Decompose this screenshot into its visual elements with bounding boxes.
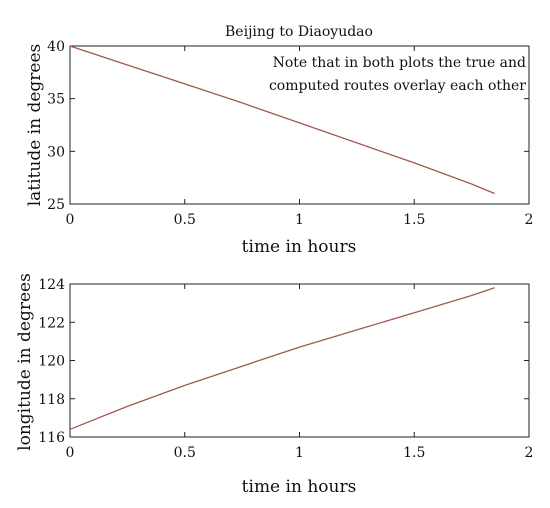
y-tick-label: 120 (38, 354, 65, 370)
annotation-line-2: computed routes overlay each other (269, 78, 526, 94)
x-tick-label: 1.5 (403, 445, 425, 461)
route-line-longitude (69, 287, 495, 430)
y-axis-label-latitude: latitude in degrees (25, 44, 45, 207)
y-tick-label: 116 (38, 430, 65, 446)
x-tick-label: 2 (525, 212, 534, 228)
x-tick-label: 1.5 (403, 212, 425, 228)
longitude-panel: time in hours longitude in degrees 0 0.5 1… (15, 273, 533, 497)
x-tick-label: 0 (66, 212, 75, 228)
x-axis-label-longitude: time in hours (242, 477, 357, 497)
x-tick-label: 0.5 (174, 212, 196, 228)
route-line-latitude (69, 45, 495, 195)
y-tick-label: 118 (38, 392, 65, 408)
x-tick-label: 0 (66, 445, 75, 461)
x-tick-label: 2 (525, 445, 534, 461)
y-tick-label: 35 (47, 92, 65, 108)
y-tick-label: 40 (47, 39, 65, 55)
x-tick-label: 1 (295, 445, 304, 461)
latitude-panel: Beijing to Diaoyudao Note that in both p… (25, 24, 533, 257)
y-tick-label: 25 (47, 197, 65, 213)
x-axis-label-latitude: time in hours (242, 237, 357, 257)
plot-frame-longitude (69, 283, 530, 438)
y-tick-label: 122 (38, 315, 65, 331)
x-tick-label: 0.5 (174, 445, 196, 461)
annotation-line-1: Note that in both plots the true and (273, 55, 526, 71)
y-tick-label: 124 (38, 277, 65, 293)
y-axis-label-longitude: longitude in degrees (15, 273, 35, 451)
chart-title: Beijing to Diaoyudao (225, 24, 373, 40)
x-tick-label: 1 (295, 212, 304, 228)
y-tick-label: 30 (47, 144, 65, 160)
